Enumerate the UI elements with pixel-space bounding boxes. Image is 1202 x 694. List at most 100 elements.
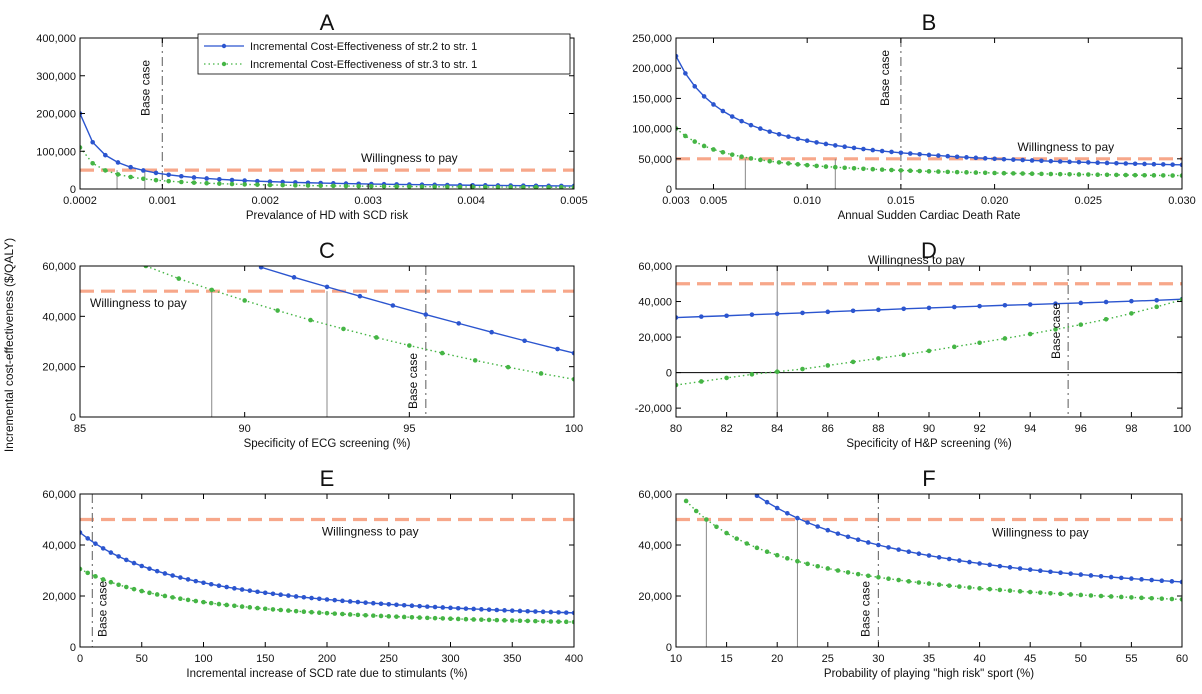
x-tick-label: 35 [923, 653, 935, 665]
series-line-str3 [80, 147, 574, 189]
data-point-str2 [201, 580, 206, 586]
data-point-str2 [1048, 569, 1053, 575]
data-point-str2 [291, 275, 297, 280]
data-point-str3 [556, 619, 561, 624]
data-point-str3 [886, 576, 891, 582]
x-tick-label: 0.030 [1168, 195, 1196, 207]
data-point-str2 [378, 601, 384, 607]
data-point-str2 [1076, 159, 1082, 165]
data-point-str2 [232, 586, 237, 591]
data-point-str3 [305, 183, 311, 188]
data-point-str2 [926, 152, 932, 158]
data-point-str2 [926, 553, 932, 558]
data-point-str2 [865, 540, 871, 545]
data-point-str3 [699, 379, 704, 384]
x-tick-label: 15 [720, 653, 732, 665]
data-point-str2 [901, 306, 906, 312]
data-point-str3 [371, 613, 376, 618]
legend-marker-str3 [221, 61, 227, 67]
base-case-label: Base case [138, 60, 152, 116]
data-point-str3 [1129, 595, 1134, 600]
data-point-str2 [1160, 162, 1166, 167]
data-point-str3 [143, 266, 149, 269]
data-point-str3 [876, 575, 881, 580]
data-point-str2 [108, 550, 114, 555]
data-point-str2 [502, 608, 507, 613]
data-point-str2 [1011, 157, 1016, 162]
data-point-str2 [683, 71, 688, 76]
data-point-str2 [563, 610, 569, 615]
data-point-str3 [1118, 594, 1124, 600]
data-point-str2 [455, 605, 461, 611]
data-point-str3 [1104, 172, 1110, 178]
x-axis-label: Annual Sudden Cardiac Death Rate [838, 210, 1021, 222]
y-tick-label: 200,000 [632, 63, 672, 75]
data-point-str2 [124, 557, 129, 563]
data-point-str2 [1179, 162, 1182, 168]
data-point-str3 [201, 599, 206, 605]
x-tick-label: 100 [194, 653, 212, 665]
data-point-str3 [714, 524, 719, 530]
data-point-str2 [898, 150, 904, 156]
data-point-str2 [193, 578, 199, 584]
data-point-str3 [851, 165, 857, 171]
data-point-str2 [371, 600, 376, 606]
data-point-str3 [804, 162, 810, 168]
data-point-str2 [676, 315, 679, 320]
data-point-str3 [1103, 316, 1109, 322]
data-point-str2 [224, 584, 229, 590]
data-point-str3 [381, 184, 387, 189]
chart-panel-f: 10 15 20 25 30 35 40 45 50 55 60 0 20,000 40,000 60,00… [638, 466, 1188, 680]
data-point-str3 [176, 276, 182, 281]
data-point-str2 [239, 587, 245, 592]
data-point-str3 [293, 608, 299, 614]
data-point-str2 [153, 170, 159, 176]
x-tick-label: 0.010 [793, 195, 821, 207]
data-point-str3 [835, 568, 841, 573]
data-point-str2 [1139, 577, 1144, 582]
data-point-str3 [293, 183, 298, 188]
data-point-str3 [486, 617, 492, 623]
y-tick-label: 40,000 [638, 540, 672, 552]
data-point-str2 [1058, 570, 1063, 576]
x-tick-label: 82 [720, 423, 732, 435]
data-point-str3 [855, 571, 861, 577]
data-point-str3 [1179, 173, 1182, 178]
data-point-str3 [275, 308, 280, 313]
data-point-str2 [191, 175, 197, 180]
data-point-str3 [401, 614, 407, 620]
data-point-str3 [926, 169, 932, 174]
chart-panel-d: 80 82 84 86 88 90 92 94 96 98 100 -20,000 0 20,000 40,… [635, 238, 1191, 450]
data-point-str2 [1086, 160, 1091, 165]
data-point-str3 [954, 169, 960, 175]
data-point-str2 [876, 542, 881, 548]
base-case-label: Base case [878, 50, 892, 106]
data-point-str2 [973, 155, 979, 161]
willingness-to-pay-label: Willingness to pay [1017, 140, 1114, 154]
data-point-str3 [116, 582, 121, 588]
legend-marker-str2 [221, 43, 227, 49]
data-point-str2 [954, 154, 960, 160]
plot-content [80, 38, 574, 189]
data-point-str2 [509, 608, 515, 613]
data-point-str3 [861, 166, 866, 172]
data-point-str3 [724, 530, 729, 536]
x-tick-label: 86 [822, 423, 834, 435]
data-point-str3 [191, 180, 197, 185]
data-point-str2 [758, 126, 763, 131]
data-point-str3 [247, 605, 253, 610]
data-point-str3 [1169, 596, 1175, 602]
data-point-str3 [825, 363, 831, 368]
data-point-str3 [394, 184, 399, 189]
data-point-str3 [1114, 172, 1119, 178]
willingness-to-pay-label: Willingness to pay [90, 296, 187, 310]
data-point-str3 [1139, 595, 1144, 601]
data-point-str3 [1067, 172, 1072, 177]
data-point-str3 [692, 139, 698, 144]
plot-content [676, 38, 1182, 189]
data-point-str3 [926, 581, 932, 586]
data-point-str2 [1142, 161, 1147, 167]
data-point-str2 [1017, 566, 1023, 571]
data-point-str3 [374, 335, 379, 340]
data-point-str3 [1011, 171, 1016, 176]
